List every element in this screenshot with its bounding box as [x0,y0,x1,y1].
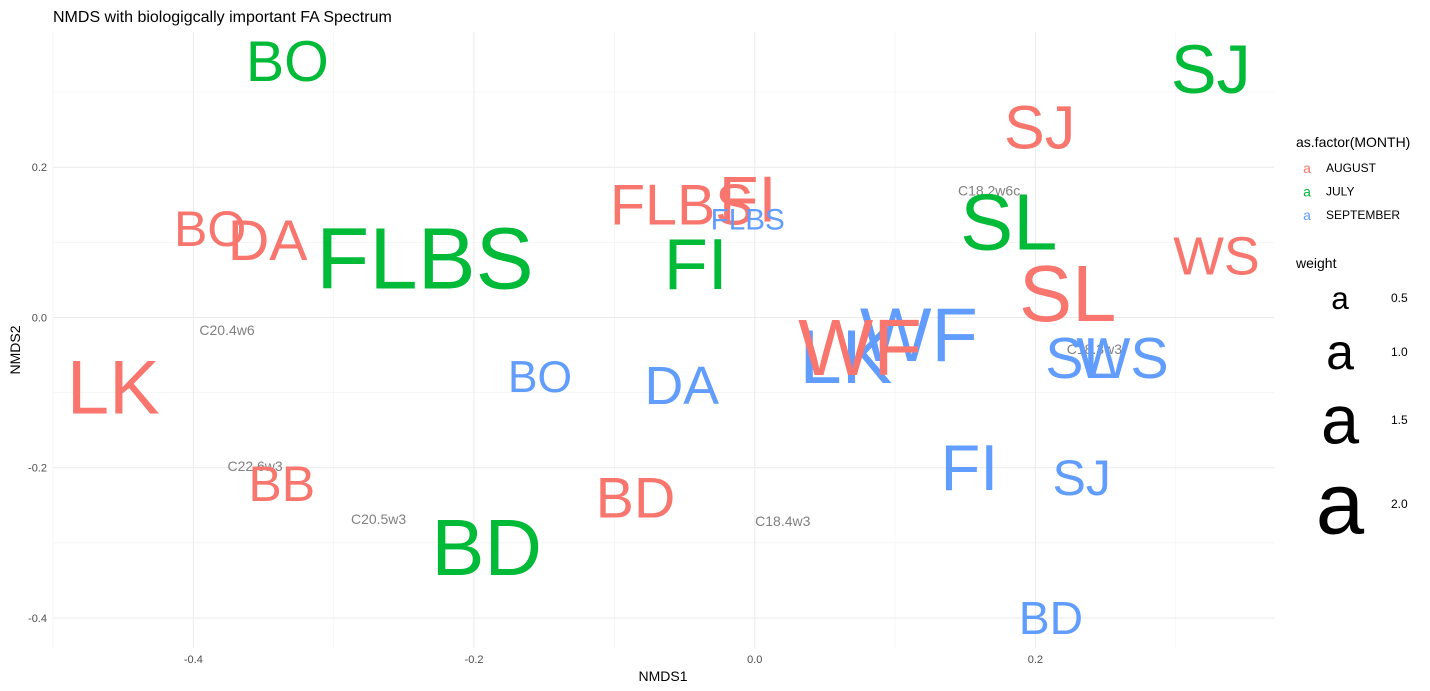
x-axis-ticks: -0.4 -0.2 0.0 0.2 [184,654,1043,666]
site-label: FLBS [316,210,534,307]
site-label: LK [800,315,893,400]
x-axis-title: NMDS1 [638,668,687,684]
fa-label: C18.2w6c [958,183,1020,199]
y-axis-title: NMDS2 [7,325,23,374]
site-label: SL [960,178,1057,267]
color-legend-key: a [1303,160,1311,176]
size-legend-label: 2.0 [1391,497,1408,511]
color-legend-label: SEPTEMBER [1326,208,1400,222]
x-tick-label: 0.0 [747,654,762,666]
size-legend-label: 1.0 [1391,345,1408,359]
y-axis-ticks: -0.4 -0.2 0.0 0.2 [28,162,47,625]
grid [52,32,1274,648]
color-legend-key: a [1303,184,1311,200]
fa-label: C22.6w3 [227,458,282,474]
fa-label: C20.5w3 [351,511,406,527]
y-tick-label: -0.4 [28,613,47,625]
y-tick-label: 0.2 [32,162,47,174]
y-tick-label: -0.2 [28,463,47,475]
color-legend-items: a AUGUST a JULY a SEPTEMBER [1303,160,1400,223]
site-label: FI [719,162,777,235]
site-label: BB [248,456,315,512]
color-legend-key: a [1303,207,1311,223]
x-tick-label: 0.2 [1028,654,1043,666]
site-label: WF [860,293,978,378]
size-legend-title: weight [1295,255,1337,271]
site-label: BO [174,201,246,257]
size-legend-key: a [1321,382,1360,459]
site-label: SJ [1004,93,1075,161]
color-legend-title: as.factor(MONTH) [1296,134,1410,150]
site-label: FLBS [711,203,785,236]
size-legend-key: a [1316,456,1365,553]
site-label: WF [798,303,922,392]
site-label: BD [1019,592,1083,644]
x-tick-label: -0.4 [184,654,203,666]
site-label: DA [644,356,719,416]
site-label: WS [1173,227,1259,287]
fa-label: C20.4w6 [199,322,254,338]
site-label: BO [508,353,572,402]
site-label: SL [1019,249,1116,338]
fa-label: C18.3w3 [1067,341,1122,357]
site-label: BD [431,503,542,592]
site-label: LK [67,346,160,431]
site-label: SJ [1053,450,1111,506]
site-label: DA [228,209,308,273]
site-label: WS [1076,327,1168,391]
fa-label: C18.4w3 [755,513,810,529]
size-legend-label: 0.5 [1391,291,1408,305]
site-label: SJ [1171,31,1251,108]
site-label: FI [664,225,728,305]
size-legend-items: a 0.5 a 1.0 a 1.5 a 2.0 [1316,280,1408,553]
x-tick-label: -0.2 [465,654,484,666]
y-tick-label: 0.0 [32,312,47,324]
site-label: SL [1045,327,1115,391]
size-legend-label: 1.5 [1391,413,1408,427]
site-label: FI [941,431,999,504]
size-legend-key: a [1331,280,1349,316]
site-label: BD [596,467,676,531]
size-legend-key: a [1326,324,1354,380]
site-label: BO [246,30,329,94]
site-label: FLBS [610,174,754,238]
color-legend-label: JULY [1326,185,1354,199]
fatty-acid-labels: C18.2w6c C20.4w6 C18.3w3 C22.6w3 C20.5w3 C18.… [199,183,1122,530]
color-legend-label: AUGUST [1326,161,1377,175]
chart-title: NMDS with biologigcally important FA Spe… [53,9,392,26]
